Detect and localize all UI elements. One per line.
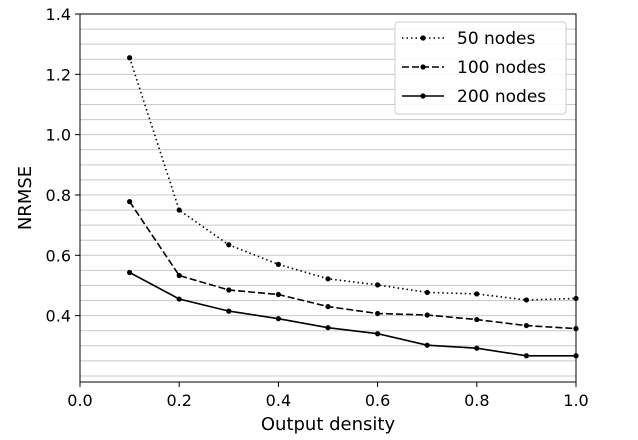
series-line: [129, 271, 576, 357]
y-axis-label: NRMSE: [15, 166, 36, 230]
y-tick-label: 0.8: [46, 186, 71, 205]
legend-entry: 100 nodes: [402, 58, 546, 78]
data-point: [226, 242, 232, 248]
data-point: [474, 291, 480, 297]
y-tick-label: 1.2: [46, 65, 71, 84]
legend-label: 200 nodes: [457, 87, 546, 107]
x-tick-label: 0.0: [67, 391, 92, 410]
x-axis-label: Output density: [261, 414, 396, 435]
legend-entry: 200 nodes: [402, 87, 546, 107]
x-tick-label: 1.0: [563, 391, 588, 410]
data-point: [424, 289, 430, 296]
y-tick-label: 0.4: [46, 307, 71, 326]
series-line: [128, 201, 577, 330]
data-point: [127, 199, 133, 205]
data-point: [176, 272, 182, 279]
data-point: [474, 316, 480, 323]
data-point: [325, 303, 331, 310]
data-point: [176, 207, 182, 213]
legend-entry: 50 nodes: [402, 29, 535, 49]
data-point: [424, 342, 430, 348]
series-2: [127, 269, 579, 359]
data-point: [325, 325, 331, 331]
data-point: [275, 316, 281, 322]
plot-frame: [79, 13, 577, 383]
data-point: [523, 297, 530, 303]
y-tick-label: 1.4: [46, 5, 71, 24]
data-point: [127, 55, 133, 61]
data-point: [474, 345, 480, 351]
x-tick-label: 0.4: [266, 391, 291, 410]
x-tick-label: 0.2: [166, 391, 191, 410]
data-point: [176, 296, 182, 302]
series-group: [127, 55, 579, 359]
legend-marker: [420, 93, 426, 99]
data-point: [375, 310, 381, 317]
y-tick-label: 1.0: [46, 126, 71, 145]
data-point: [226, 287, 232, 293]
series-line: [128, 57, 577, 301]
y-tick-label: 0.6: [46, 246, 71, 265]
data-point: [375, 282, 381, 288]
data-point: [226, 308, 232, 314]
series-1: [127, 199, 579, 332]
legend-box: [394, 21, 567, 115]
legend-label: 100 nodes: [457, 58, 546, 78]
legend: 50 nodes 100 nodes 200 nodes: [394, 21, 567, 115]
x-tick-label: 0.8: [464, 391, 489, 410]
data-point: [375, 331, 381, 337]
data-point: [275, 261, 281, 267]
data-point: [523, 322, 530, 329]
data-point: [275, 291, 281, 298]
x-tick-label: 0.6: [365, 391, 390, 410]
data-point: [424, 312, 430, 318]
legend-label: 50 nodes: [457, 29, 535, 49]
legend-marker: [420, 64, 426, 70]
data-point: [523, 353, 530, 359]
data-point: [127, 269, 133, 276]
data-point: [325, 276, 331, 282]
axis-ticks: 0.0 0.2 0.4 0.6 0.8 1.0 0.4 0.6 0.8 1.0 1.2 1.4: [46, 5, 589, 410]
legend-marker: [420, 35, 426, 41]
series-0: [127, 55, 579, 303]
